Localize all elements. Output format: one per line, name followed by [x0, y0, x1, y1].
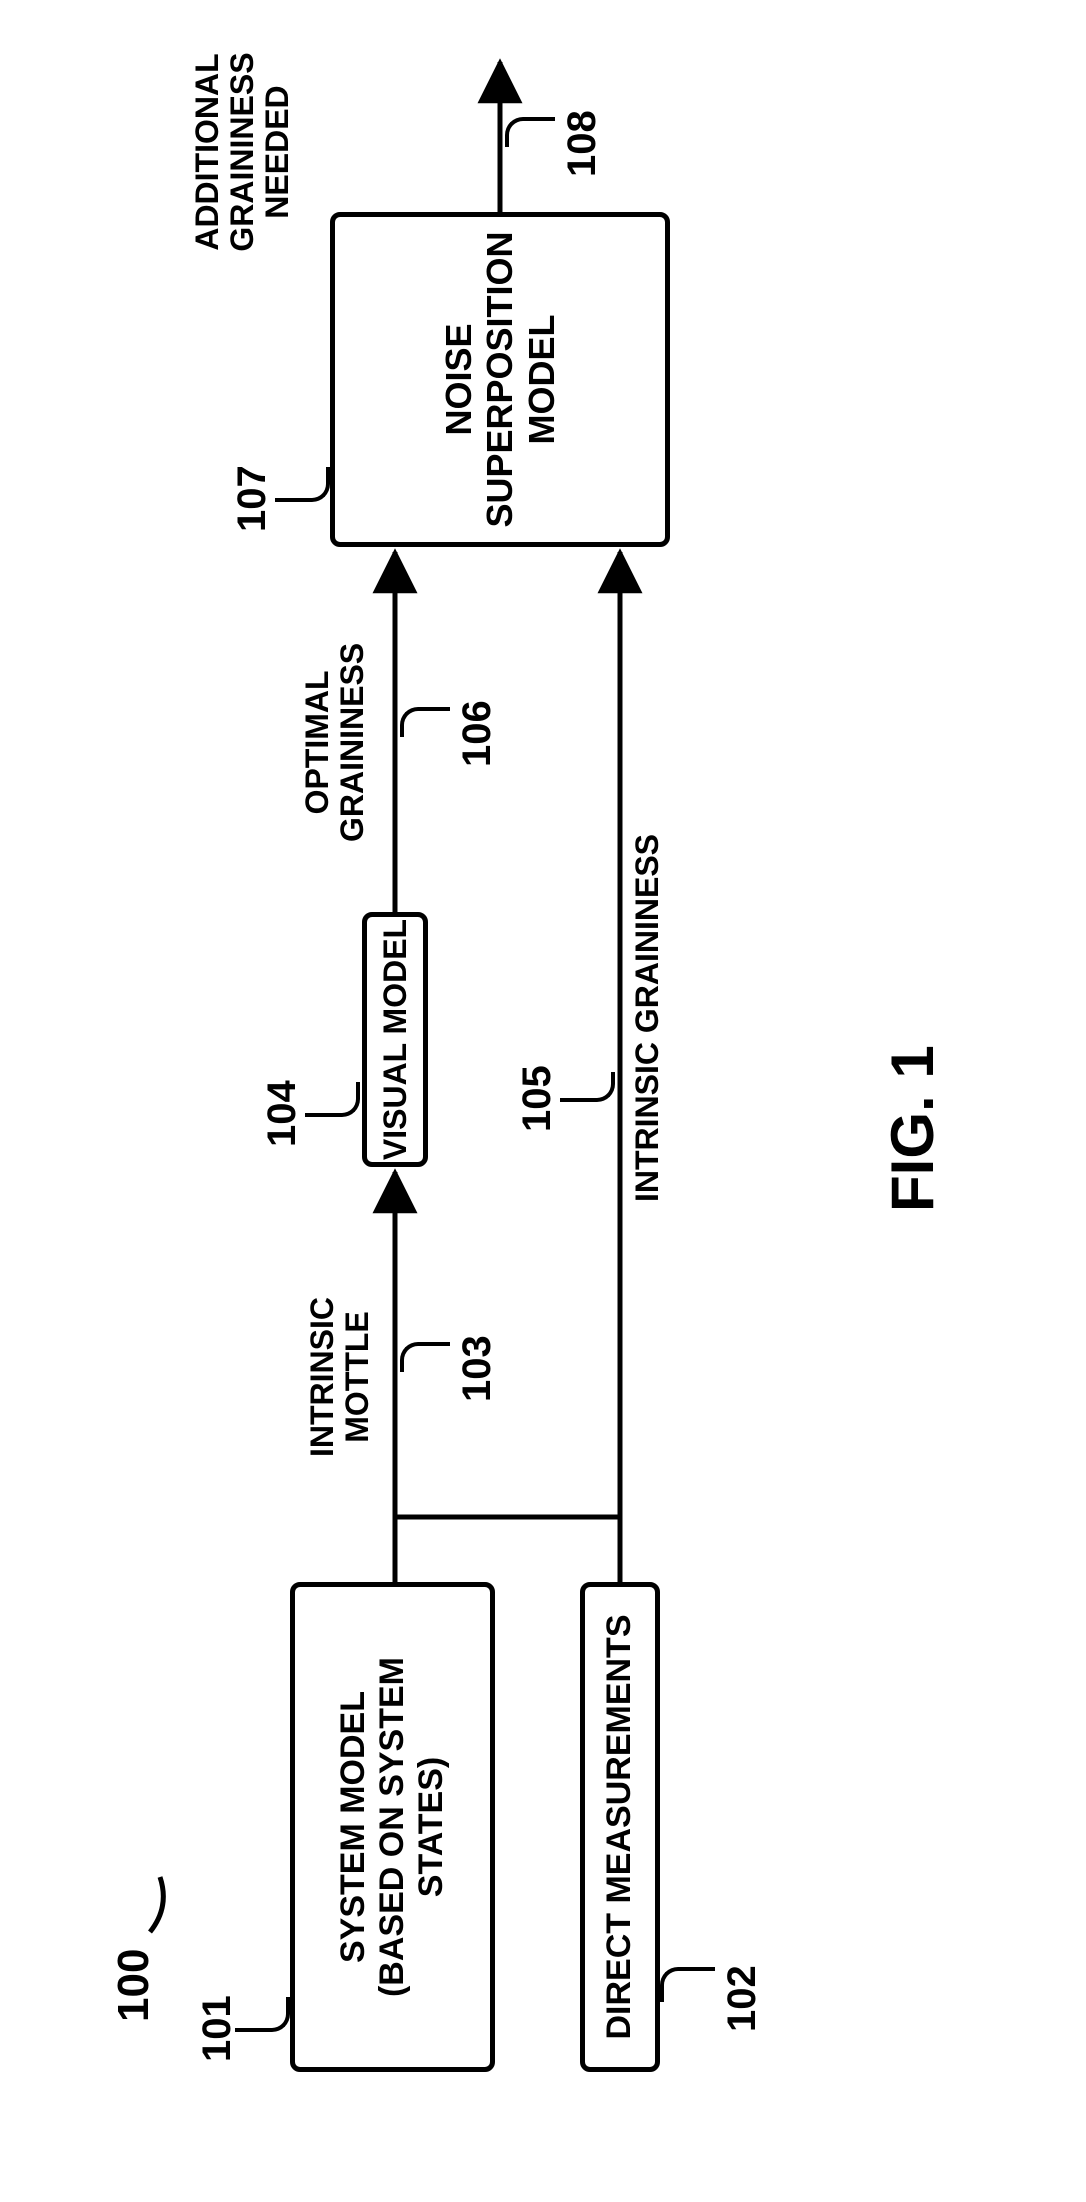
leader-105 [560, 1072, 615, 1102]
box-system-model: SYSTEM MODEL (BASED ON SYSTEM STATES) [290, 1582, 495, 2072]
box-visual-model: VISUAL MODEL [362, 912, 428, 1167]
label-additional-graininess: ADDITIONAL GRAININESS NEEDED [190, 42, 296, 262]
ref-104: 104 [260, 1080, 304, 1147]
label-intrinsic-mottle: INTRINSIC MOTTLE [305, 1297, 375, 1457]
box-noise-superposition: NOISE SUPERPOSITION MODEL [330, 212, 670, 547]
leader-108 [505, 117, 555, 147]
label-intrinsic-graininess: INTRINSIC GRAININESS [630, 834, 665, 1202]
ref-106: 106 [455, 700, 499, 767]
leader-106 [400, 707, 450, 737]
box-direct-measurements-text: DIRECT MEASUREMENTS [600, 1614, 639, 2039]
figure-caption: FIG. 1 [880, 1045, 946, 1212]
box-noise-superposition-text: NOISE SUPERPOSITION MODEL [438, 231, 562, 527]
leader-101 [235, 1997, 290, 2032]
box-direct-measurements: DIRECT MEASUREMENTS [580, 1582, 660, 2072]
box-system-model-text: SYSTEM MODEL (BASED ON SYSTEM STATES) [334, 1587, 451, 2067]
ref-107: 107 [230, 465, 274, 532]
ref-101: 101 [195, 1995, 239, 2062]
diagram-stage: 100 SYSTEM MODEL (BASED ON SYSTEM STATES… [0, 0, 1086, 2202]
leader-102 [660, 1967, 715, 2002]
label-optimal-graininess: OPTIMAL GRAININESS [300, 643, 370, 842]
ref-103: 103 [455, 1335, 499, 1402]
ref-105: 105 [515, 1065, 559, 1132]
ref-108: 108 [560, 110, 604, 177]
ref-102: 102 [720, 1965, 764, 2032]
overall-ref: 100 [110, 1949, 158, 2022]
leader-107 [275, 467, 330, 502]
leader-103 [400, 1342, 450, 1372]
leader-104 [305, 1082, 360, 1117]
box-visual-model-text: VISUAL MODEL [377, 919, 414, 1160]
